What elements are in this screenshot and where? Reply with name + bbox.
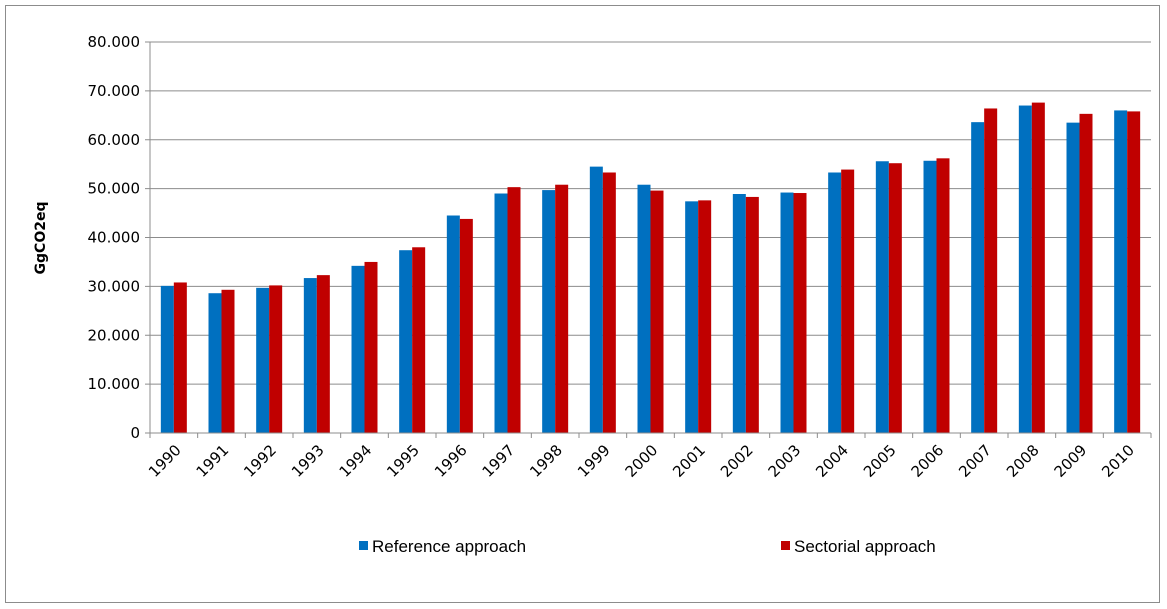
bar-reference [1018, 105, 1032, 433]
bar-sectorial [1079, 113, 1093, 433]
x-tick-label: 1997 [479, 441, 519, 481]
x-tick-label: 1994 [336, 441, 376, 481]
bar-sectorial [936, 158, 950, 433]
legend-swatch-reference [359, 541, 368, 550]
y-tick-label: 30.000 [88, 277, 141, 295]
bar-sectorial [173, 282, 187, 433]
bar-reference [494, 193, 508, 433]
y-tick-label: 10.000 [88, 375, 141, 393]
x-tick-label: 2001 [669, 441, 709, 481]
x-tick-label: 2008 [1003, 441, 1043, 481]
bar-reference [637, 184, 651, 433]
x-tick-label: 1999 [574, 441, 614, 481]
bar-sectorial [984, 108, 998, 433]
bar-reference [828, 172, 842, 433]
bar-sectorial [316, 275, 330, 433]
y-tick-label: 50.000 [88, 180, 141, 198]
bar-reference [542, 190, 556, 433]
bar-sectorial [1031, 102, 1045, 433]
bar-sectorial [459, 218, 473, 433]
bar-reference [208, 293, 222, 433]
y-tick-label: 0 [130, 424, 140, 442]
x-tick-label: 1998 [526, 441, 566, 481]
bar-sectorial [602, 172, 616, 433]
x-tick-label: 1996 [431, 441, 471, 481]
bar-sectorial [1127, 111, 1141, 433]
bar-sectorial [698, 200, 712, 433]
x-tick-label: 2007 [955, 441, 995, 481]
bar-reference [875, 161, 889, 433]
legend-label-reference: Reference approach [372, 537, 526, 556]
bar-reference [446, 215, 460, 433]
x-tick-label: 2002 [717, 441, 757, 481]
y-tick-label: 70.000 [88, 82, 141, 100]
x-tick-label: 1995 [383, 441, 423, 481]
legend-label-sectorial: Sectorial approach [794, 537, 936, 556]
x-tick-label: 1993 [288, 441, 328, 481]
x-tick-label: 2000 [622, 441, 662, 481]
bar-reference [685, 201, 699, 433]
x-tick-label: 2009 [1051, 441, 1091, 481]
chart-frame [5, 5, 1160, 603]
y-tick-label: 20.000 [88, 326, 141, 344]
bars [160, 102, 1141, 434]
bar-reference [780, 192, 794, 433]
bar-sectorial [650, 190, 664, 433]
legend-swatch-sectorial [781, 541, 790, 550]
x-tick-label: 1990 [145, 441, 185, 481]
y-tick-label: 60.000 [88, 131, 141, 149]
bar-sectorial [364, 261, 378, 433]
x-axis-ticks: 1990 1991 1992 1993 1994 1995 1996 1997 1998 1999… [145, 433, 1152, 481]
bar-sectorial [412, 247, 426, 433]
bar-reference [399, 250, 413, 433]
bar-sectorial [507, 187, 521, 433]
bar-sectorial [888, 163, 902, 433]
x-tick-label: 2005 [860, 441, 900, 481]
y-tick-label: 80.000 [88, 33, 141, 51]
bar-reference [589, 166, 603, 433]
x-tick-label: 2003 [765, 441, 805, 481]
bar-sectorial [555, 184, 569, 433]
bar-reference [971, 122, 985, 433]
bar-sectorial [793, 193, 807, 433]
bar-reference [1066, 122, 1080, 434]
bar-sectorial [841, 169, 855, 433]
x-tick-label: 2010 [1098, 441, 1138, 481]
bar-sectorial [221, 289, 235, 433]
x-tick-label: 2004 [812, 441, 852, 481]
bar-reference [160, 285, 174, 433]
bar-reference [351, 265, 365, 433]
bar-reference [923, 160, 937, 434]
bar-reference [1114, 110, 1128, 434]
bar-reference [303, 278, 317, 433]
bar-reference [256, 287, 270, 433]
legend: Reference approach Sectorial approach [359, 537, 936, 556]
x-tick-label: 1991 [193, 441, 233, 481]
y-tick-label: 40.000 [88, 229, 141, 247]
bar-reference [732, 194, 746, 433]
y-axis-ticks: 0 10.000 20.000 30.000 40.000 50.000 60.000 70.… [88, 33, 150, 442]
bar-sectorial [269, 285, 283, 433]
x-tick-label: 2006 [908, 441, 948, 481]
x-tick-label: 1992 [240, 441, 280, 481]
bar-sectorial [745, 196, 759, 433]
y-axis-label: GgCO2eq [33, 202, 49, 275]
